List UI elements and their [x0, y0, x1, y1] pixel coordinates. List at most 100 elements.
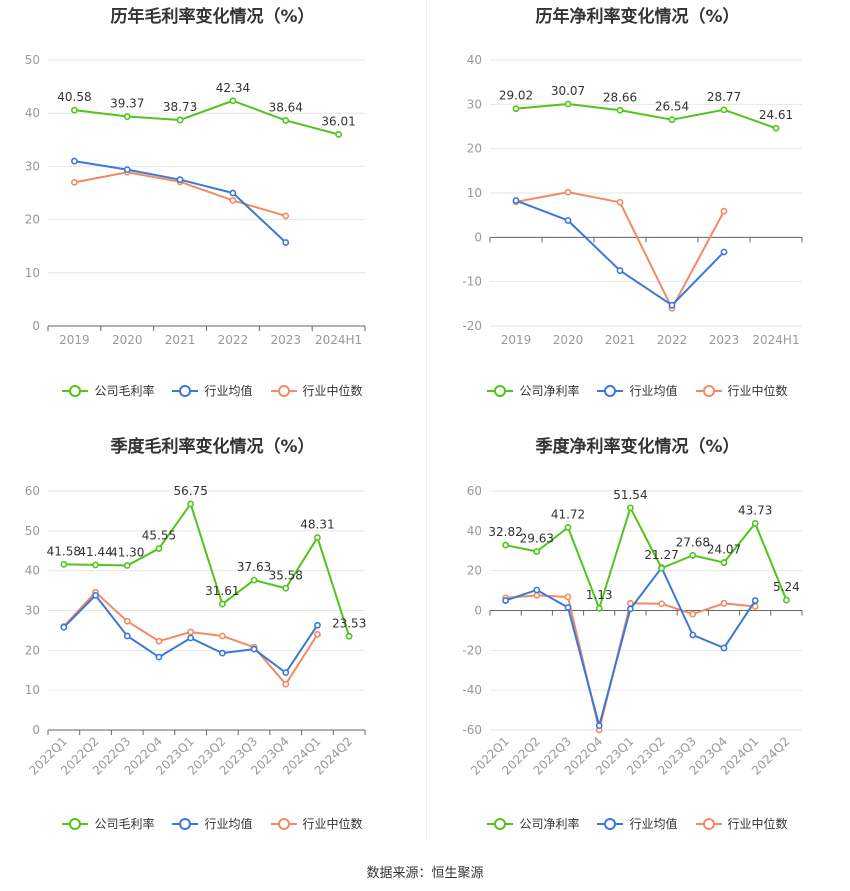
data-label: 24.61	[759, 108, 793, 122]
y-tick-label: -60	[462, 723, 482, 737]
median-point	[720, 207, 728, 215]
y-tick-label: 0	[32, 319, 40, 333]
data-label: 27.68	[676, 535, 710, 549]
company-point	[345, 632, 353, 640]
x-tick-label: 2022	[657, 333, 688, 347]
avg-point	[314, 621, 321, 629]
y-tick-label: 30	[25, 159, 40, 173]
data-label: 29.63	[520, 531, 554, 545]
data-label: 36.01	[321, 114, 355, 128]
avg-point	[92, 591, 99, 599]
median-series-line	[515, 191, 725, 310]
median-point	[187, 628, 195, 636]
legend-avg[interactable]: 行业均值	[597, 815, 678, 832]
y-tick-label: 60	[25, 484, 40, 498]
company-point	[782, 596, 790, 604]
legend-median[interactable]: 行业中位数	[270, 815, 363, 832]
data-label: 41.44	[78, 545, 112, 559]
avg-point	[250, 645, 258, 653]
annual-gross-margin-panel: 历年毛利率变化情况（%） 0 10 20 30 40 50 2019 2020 2021 2022…	[0, 0, 425, 430]
avg-point	[176, 176, 184, 184]
median-point	[155, 637, 163, 645]
x-tick-label: 2019	[59, 333, 90, 347]
avg-series-line	[505, 566, 757, 727]
y-tick-label: 60	[467, 484, 482, 498]
median-point	[123, 617, 131, 625]
panel-divider	[426, 0, 427, 840]
legend-company[interactable]: 公司净利率	[487, 382, 579, 399]
x-tick-label: 2019	[501, 333, 532, 347]
legend-median-swatch	[695, 384, 722, 397]
data-label: 35.58	[269, 568, 303, 582]
y-tick-label: 50	[25, 524, 40, 538]
x-tick-label: 2020	[553, 333, 584, 347]
data-label: 32.82	[488, 525, 522, 539]
y-tick-label: 20	[467, 564, 482, 578]
company-point	[218, 600, 226, 608]
median-point	[218, 632, 226, 640]
company-point	[229, 97, 237, 105]
legend-median-swatch	[270, 817, 297, 830]
data-label: 42.34	[216, 81, 250, 95]
avg-point	[533, 586, 541, 594]
annual-net-margin-chart: -20 -10 0 10 20 30 40 2019 2020 2021 2022 2023 2024H…	[462, 53, 803, 347]
avg-point	[564, 217, 572, 224]
company-point	[564, 100, 572, 108]
avg-point	[60, 623, 68, 631]
avg-point	[626, 605, 634, 613]
company-series-line	[74, 99, 339, 136]
avg-point	[218, 649, 226, 657]
company-point	[250, 576, 258, 584]
legend-median-swatch	[270, 384, 297, 397]
legend-company-swatch	[487, 384, 514, 397]
median-series-line	[505, 594, 756, 731]
y-tick-label: 50	[25, 53, 40, 67]
data-label: 31.61	[205, 584, 239, 598]
y-tick-label: 30	[467, 97, 482, 111]
legend-avg[interactable]: 行业均值	[597, 382, 678, 399]
legend-avg-label: 行业均值	[204, 817, 253, 831]
legend: 公司净利率 行业均值 行业中位数	[425, 815, 850, 832]
data-label: 40.58	[57, 90, 91, 104]
legend-median[interactable]: 行业中位数	[695, 382, 788, 399]
company-point	[123, 562, 131, 569]
data-label: 38.64	[269, 100, 303, 114]
median-point	[229, 197, 237, 204]
median-point	[314, 630, 321, 638]
avg-point	[564, 604, 572, 611]
company-point	[155, 545, 163, 552]
data-label: 1.13	[586, 588, 613, 602]
data-label: 43.73	[738, 503, 772, 517]
x-tick-label: 2023	[709, 333, 740, 347]
data-label: 23.53	[332, 616, 366, 630]
legend-median-label: 行业中位数	[727, 817, 788, 831]
company-point	[564, 524, 572, 531]
legend-company[interactable]: 公司净利率	[487, 815, 579, 832]
avg-point	[187, 634, 195, 642]
company-point	[71, 106, 78, 114]
avg-series-line	[74, 160, 287, 244]
legend-median[interactable]: 行业中位数	[270, 382, 363, 399]
median-point	[282, 212, 290, 220]
x-tick-label: 2024H1	[752, 333, 799, 347]
x-tick-label: 2020	[112, 333, 143, 347]
legend-avg[interactable]: 行业均值	[172, 815, 253, 832]
x-tick-label: 2022	[218, 333, 249, 347]
company-point	[595, 604, 603, 612]
legend-company-swatch	[487, 817, 514, 830]
avg-point	[71, 157, 78, 165]
data-label: 5.24	[773, 580, 800, 594]
avg-point	[689, 631, 697, 639]
annual-net-margin-panel: 历年净利率变化情况（%） -20 -10 0 10 20 30 40 2019 2020 2021…	[425, 0, 850, 430]
company-point	[502, 541, 509, 549]
legend-median-label: 行业中位数	[302, 817, 363, 831]
median-point	[616, 198, 624, 206]
company-series-line	[63, 502, 351, 637]
legend-company-label: 公司净利率	[519, 817, 580, 831]
legend-company[interactable]: 公司毛利率	[62, 815, 154, 832]
legend-avg[interactable]: 行业均值	[172, 382, 253, 399]
legend-company[interactable]: 公司毛利率	[62, 382, 154, 399]
legend: 公司毛利率 行业均值 行业中位数	[0, 815, 425, 832]
x-tick-label: 2023	[270, 333, 301, 347]
legend-median[interactable]: 行业中位数	[695, 815, 788, 832]
